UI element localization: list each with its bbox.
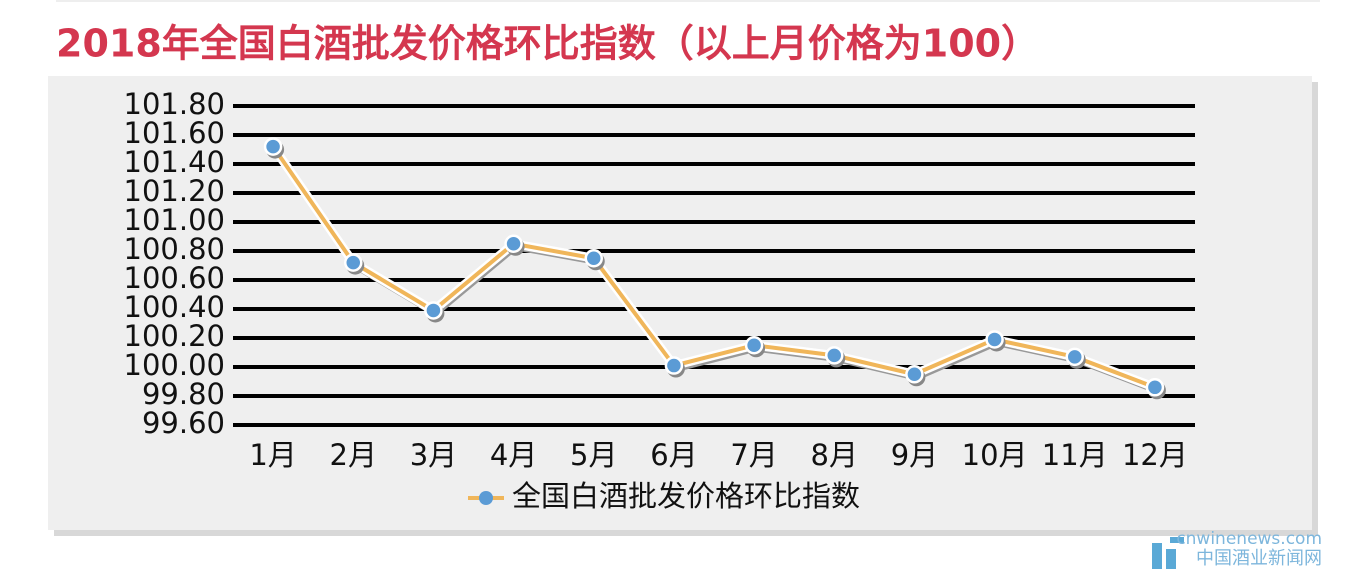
marker <box>584 249 603 268</box>
watermark-site: cnwinenews.com <box>1176 529 1322 549</box>
y-tick-label: 99.80 <box>142 377 225 411</box>
marker <box>424 301 443 320</box>
series-line <box>271 145 1156 390</box>
y-tick-label: 101.00 <box>124 203 225 237</box>
marker <box>344 253 363 272</box>
x-tick-label: 12月 <box>1122 438 1188 472</box>
legend-marker <box>479 491 493 505</box>
marker <box>664 356 684 375</box>
y-tick-label: 100.80 <box>124 232 225 266</box>
x-tick-label: 6月 <box>650 438 697 472</box>
marker <box>825 346 844 365</box>
legend-label: 全国白酒批发价格环比指数 <box>512 479 860 513</box>
marker <box>905 365 924 384</box>
x-tick-label: 1月 <box>249 438 296 472</box>
y-tick-label: 101.60 <box>124 116 225 150</box>
x-tick-label: 2月 <box>330 438 377 472</box>
x-tick-label: 7月 <box>730 438 777 472</box>
watermark <box>1152 537 1184 569</box>
x-tick-label: 3月 <box>410 438 457 472</box>
y-tick-label: 99.60 <box>142 406 225 440</box>
y-tick-label: 100.40 <box>124 290 225 324</box>
y-tick-label: 100.20 <box>124 319 225 353</box>
y-tick-label: 101.20 <box>124 174 225 208</box>
y-tick-label: 100.60 <box>124 261 225 295</box>
marker <box>985 330 1004 349</box>
x-tick-label: 11月 <box>1042 438 1108 472</box>
y-tick-label: 101.80 <box>124 87 225 121</box>
x-tick-label: 4月 <box>490 438 537 472</box>
marker <box>504 234 523 253</box>
marker <box>263 137 283 156</box>
marker <box>1065 347 1084 367</box>
marker <box>1145 378 1165 397</box>
x-tick-label: 10月 <box>962 438 1028 472</box>
y-tick-label: 100.00 <box>124 348 225 382</box>
x-tick-label: 5月 <box>570 438 617 472</box>
chart-title: 2018年全国白酒批发价格环比指数（以上月价格为100） <box>56 22 1039 66</box>
marker <box>744 336 764 355</box>
x-tick-label: 9月 <box>891 438 938 472</box>
x-tick-label: 8月 <box>811 438 858 472</box>
watermark-name: 中国酒业新闻网 <box>1196 548 1322 569</box>
panel <box>48 76 1312 530</box>
y-tick-label: 101.40 <box>124 145 225 179</box>
